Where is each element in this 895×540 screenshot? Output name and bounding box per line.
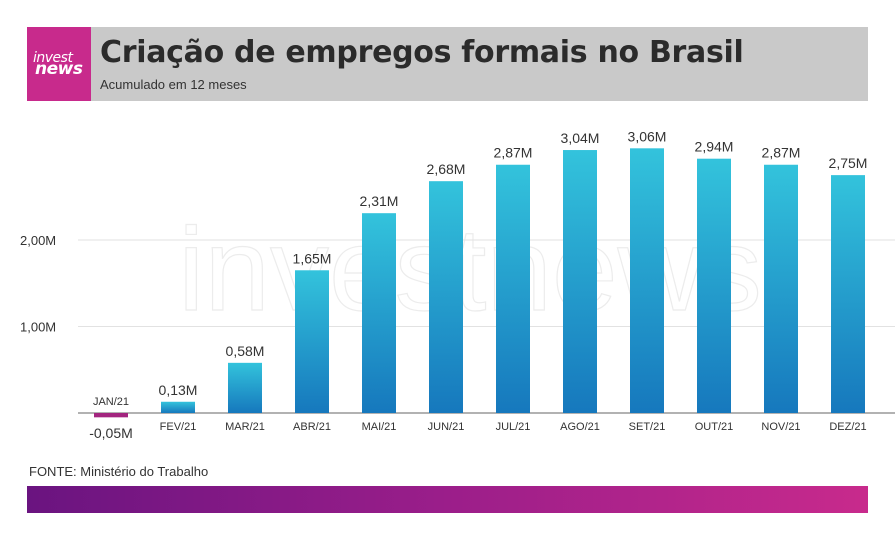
data-label: -0,05M bbox=[89, 425, 133, 441]
bar-out-21 bbox=[697, 158, 731, 413]
watermark: investnews bbox=[178, 204, 762, 336]
investnews-logo: invest news bbox=[27, 27, 91, 101]
y-tick-label: 2,00M bbox=[20, 233, 56, 248]
data-label: 0,13M bbox=[159, 382, 198, 398]
data-label: 2,31M bbox=[360, 193, 399, 209]
x-tick-label: AGO/21 bbox=[560, 421, 600, 433]
logo-text-news: news bbox=[35, 59, 83, 79]
footer-gradient-bar bbox=[27, 486, 868, 513]
bar-jan-21 bbox=[94, 413, 128, 418]
bar-jul-21 bbox=[496, 164, 530, 413]
y-tick-label: 1,00M bbox=[20, 320, 56, 335]
x-tick-label: SET/21 bbox=[629, 421, 666, 433]
bar-jun-21 bbox=[429, 181, 463, 413]
data-label: 2,87M bbox=[494, 145, 533, 161]
data-label: 1,65M bbox=[293, 250, 332, 266]
data-label: 0,58M bbox=[226, 343, 265, 359]
bar-mar-21 bbox=[228, 362, 262, 413]
x-tick-label: JAN/21 bbox=[93, 396, 129, 408]
bar-fev-21 bbox=[161, 401, 195, 413]
bar-set-21 bbox=[630, 148, 664, 413]
x-tick-label: ABR/21 bbox=[293, 421, 331, 433]
bar-nov-21 bbox=[764, 164, 798, 413]
logo-text-invest: invest bbox=[33, 50, 73, 66]
source-note: FONTE: Ministério do Trabalho bbox=[29, 464, 209, 479]
x-tick-label: NOV/21 bbox=[761, 421, 800, 433]
header: invest news Criação de empregos formais … bbox=[27, 27, 868, 101]
chart-title: Criação de empregos formais no Brasil bbox=[100, 35, 744, 70]
x-tick-label: DEZ/21 bbox=[829, 421, 866, 433]
data-label: 2,68M bbox=[427, 161, 466, 177]
chart-subtitle: Acumulado em 12 meses bbox=[100, 77, 247, 92]
bar-abr-21 bbox=[295, 270, 329, 413]
data-label: 3,06M bbox=[628, 128, 667, 144]
bar-mai-21 bbox=[362, 213, 396, 413]
data-label: 2,87M bbox=[762, 145, 801, 161]
data-label: 2,94M bbox=[695, 139, 734, 155]
x-tick-label: MAR/21 bbox=[225, 421, 265, 433]
x-tick-label: JUN/21 bbox=[428, 421, 465, 433]
data-label: 3,04M bbox=[561, 130, 600, 146]
data-label: 2,75M bbox=[829, 155, 868, 171]
bar-dez-21 bbox=[831, 175, 865, 413]
x-tick-label: JUL/21 bbox=[496, 421, 531, 433]
x-tick-label: OUT/21 bbox=[695, 421, 734, 433]
x-tick-label: FEV/21 bbox=[160, 421, 197, 433]
bar-ago-21 bbox=[563, 150, 597, 414]
x-tick-label: MAI/21 bbox=[362, 421, 397, 433]
